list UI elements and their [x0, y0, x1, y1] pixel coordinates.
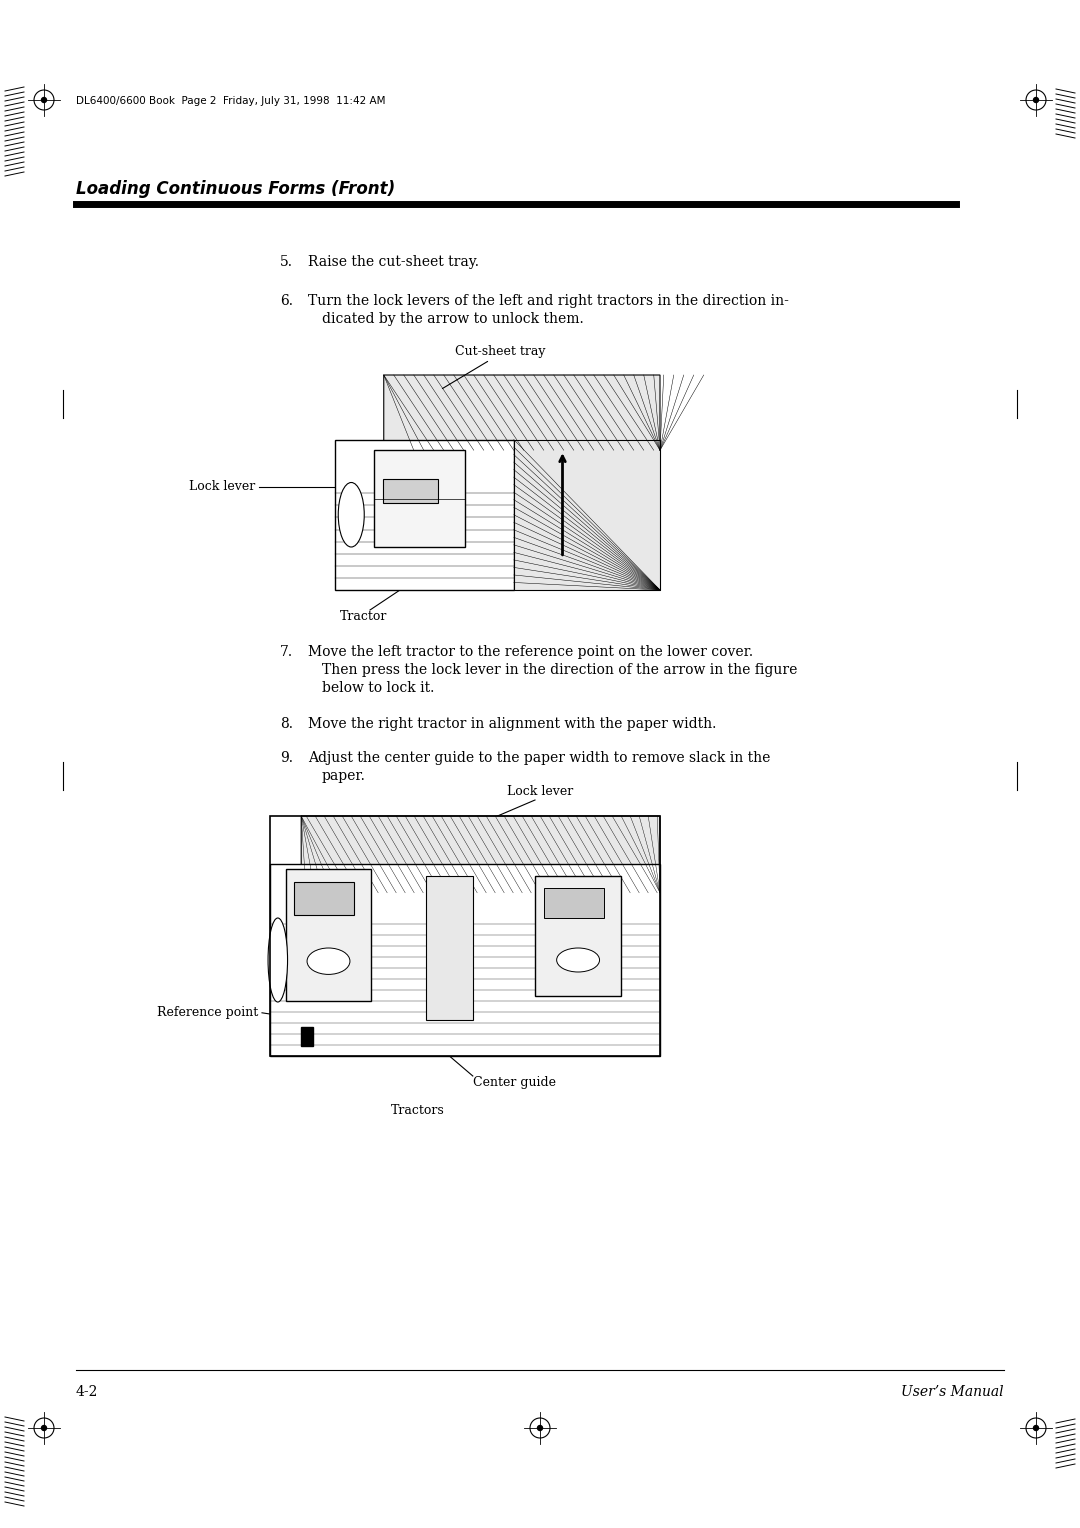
Text: 6.: 6.	[280, 293, 293, 309]
Ellipse shape	[556, 947, 599, 972]
Text: Then press the lock lever in the direction of the arrow in the figure: Then press the lock lever in the directi…	[322, 663, 797, 677]
Polygon shape	[335, 440, 514, 590]
Bar	[335, 374, 660, 590]
Ellipse shape	[307, 947, 350, 975]
Text: Adjust the center guide to the paper width to remove slack in the: Adjust the center guide to the paper wid…	[308, 750, 770, 766]
Text: 8.: 8.	[280, 717, 293, 730]
Circle shape	[41, 1426, 46, 1430]
Text: Center guide: Center guide	[473, 1076, 556, 1089]
Text: Move the left tractor to the reference point on the lower cover.: Move the left tractor to the reference p…	[308, 645, 753, 659]
Text: 5.: 5.	[280, 255, 293, 269]
Text: paper.: paper.	[322, 769, 366, 782]
Polygon shape	[514, 440, 660, 590]
Bar	[536, 876, 621, 996]
Circle shape	[1034, 1426, 1039, 1430]
Bar	[544, 888, 604, 918]
Bar	[270, 816, 660, 1056]
Text: User’s Manual: User’s Manual	[902, 1384, 1004, 1400]
Text: 4-2: 4-2	[76, 1384, 98, 1400]
Bar	[374, 451, 465, 547]
Polygon shape	[383, 374, 660, 494]
Bar	[383, 480, 437, 503]
Text: 7.: 7.	[280, 645, 293, 659]
Circle shape	[41, 98, 46, 102]
Text: Cut-sheet tray: Cut-sheet tray	[455, 345, 545, 358]
Bar	[270, 816, 660, 1056]
Circle shape	[1034, 98, 1039, 102]
Bar	[301, 1027, 313, 1047]
Bar	[426, 876, 473, 1021]
Text: Tractors: Tractors	[391, 1105, 445, 1117]
Ellipse shape	[338, 483, 364, 547]
Text: dicated by the arrow to unlock them.: dicated by the arrow to unlock them.	[322, 312, 584, 325]
Bar	[294, 882, 354, 915]
Text: DL6400/6600 Book  Page 2  Friday, July 31, 1998  11:42 AM: DL6400/6600 Book Page 2 Friday, July 31,…	[76, 96, 386, 105]
Polygon shape	[301, 816, 660, 924]
Text: Turn the lock levers of the left and right tractors in the direction in-: Turn the lock levers of the left and rig…	[308, 293, 788, 309]
Bar	[285, 869, 372, 1001]
Text: 9.: 9.	[280, 750, 293, 766]
Text: Lock lever: Lock lever	[507, 785, 573, 798]
Circle shape	[538, 1426, 542, 1430]
Ellipse shape	[268, 918, 287, 1002]
Polygon shape	[270, 863, 660, 1056]
Text: Tractor: Tractor	[340, 610, 388, 623]
Text: Reference point: Reference point	[157, 1007, 258, 1019]
Text: Raise the cut-sheet tray.: Raise the cut-sheet tray.	[308, 255, 480, 269]
Text: Lock lever: Lock lever	[189, 480, 255, 494]
Text: Loading Continuous Forms (Front): Loading Continuous Forms (Front)	[76, 180, 395, 199]
Text: Move the right tractor in alignment with the paper width.: Move the right tractor in alignment with…	[308, 717, 716, 730]
Text: below to lock it.: below to lock it.	[322, 681, 434, 695]
